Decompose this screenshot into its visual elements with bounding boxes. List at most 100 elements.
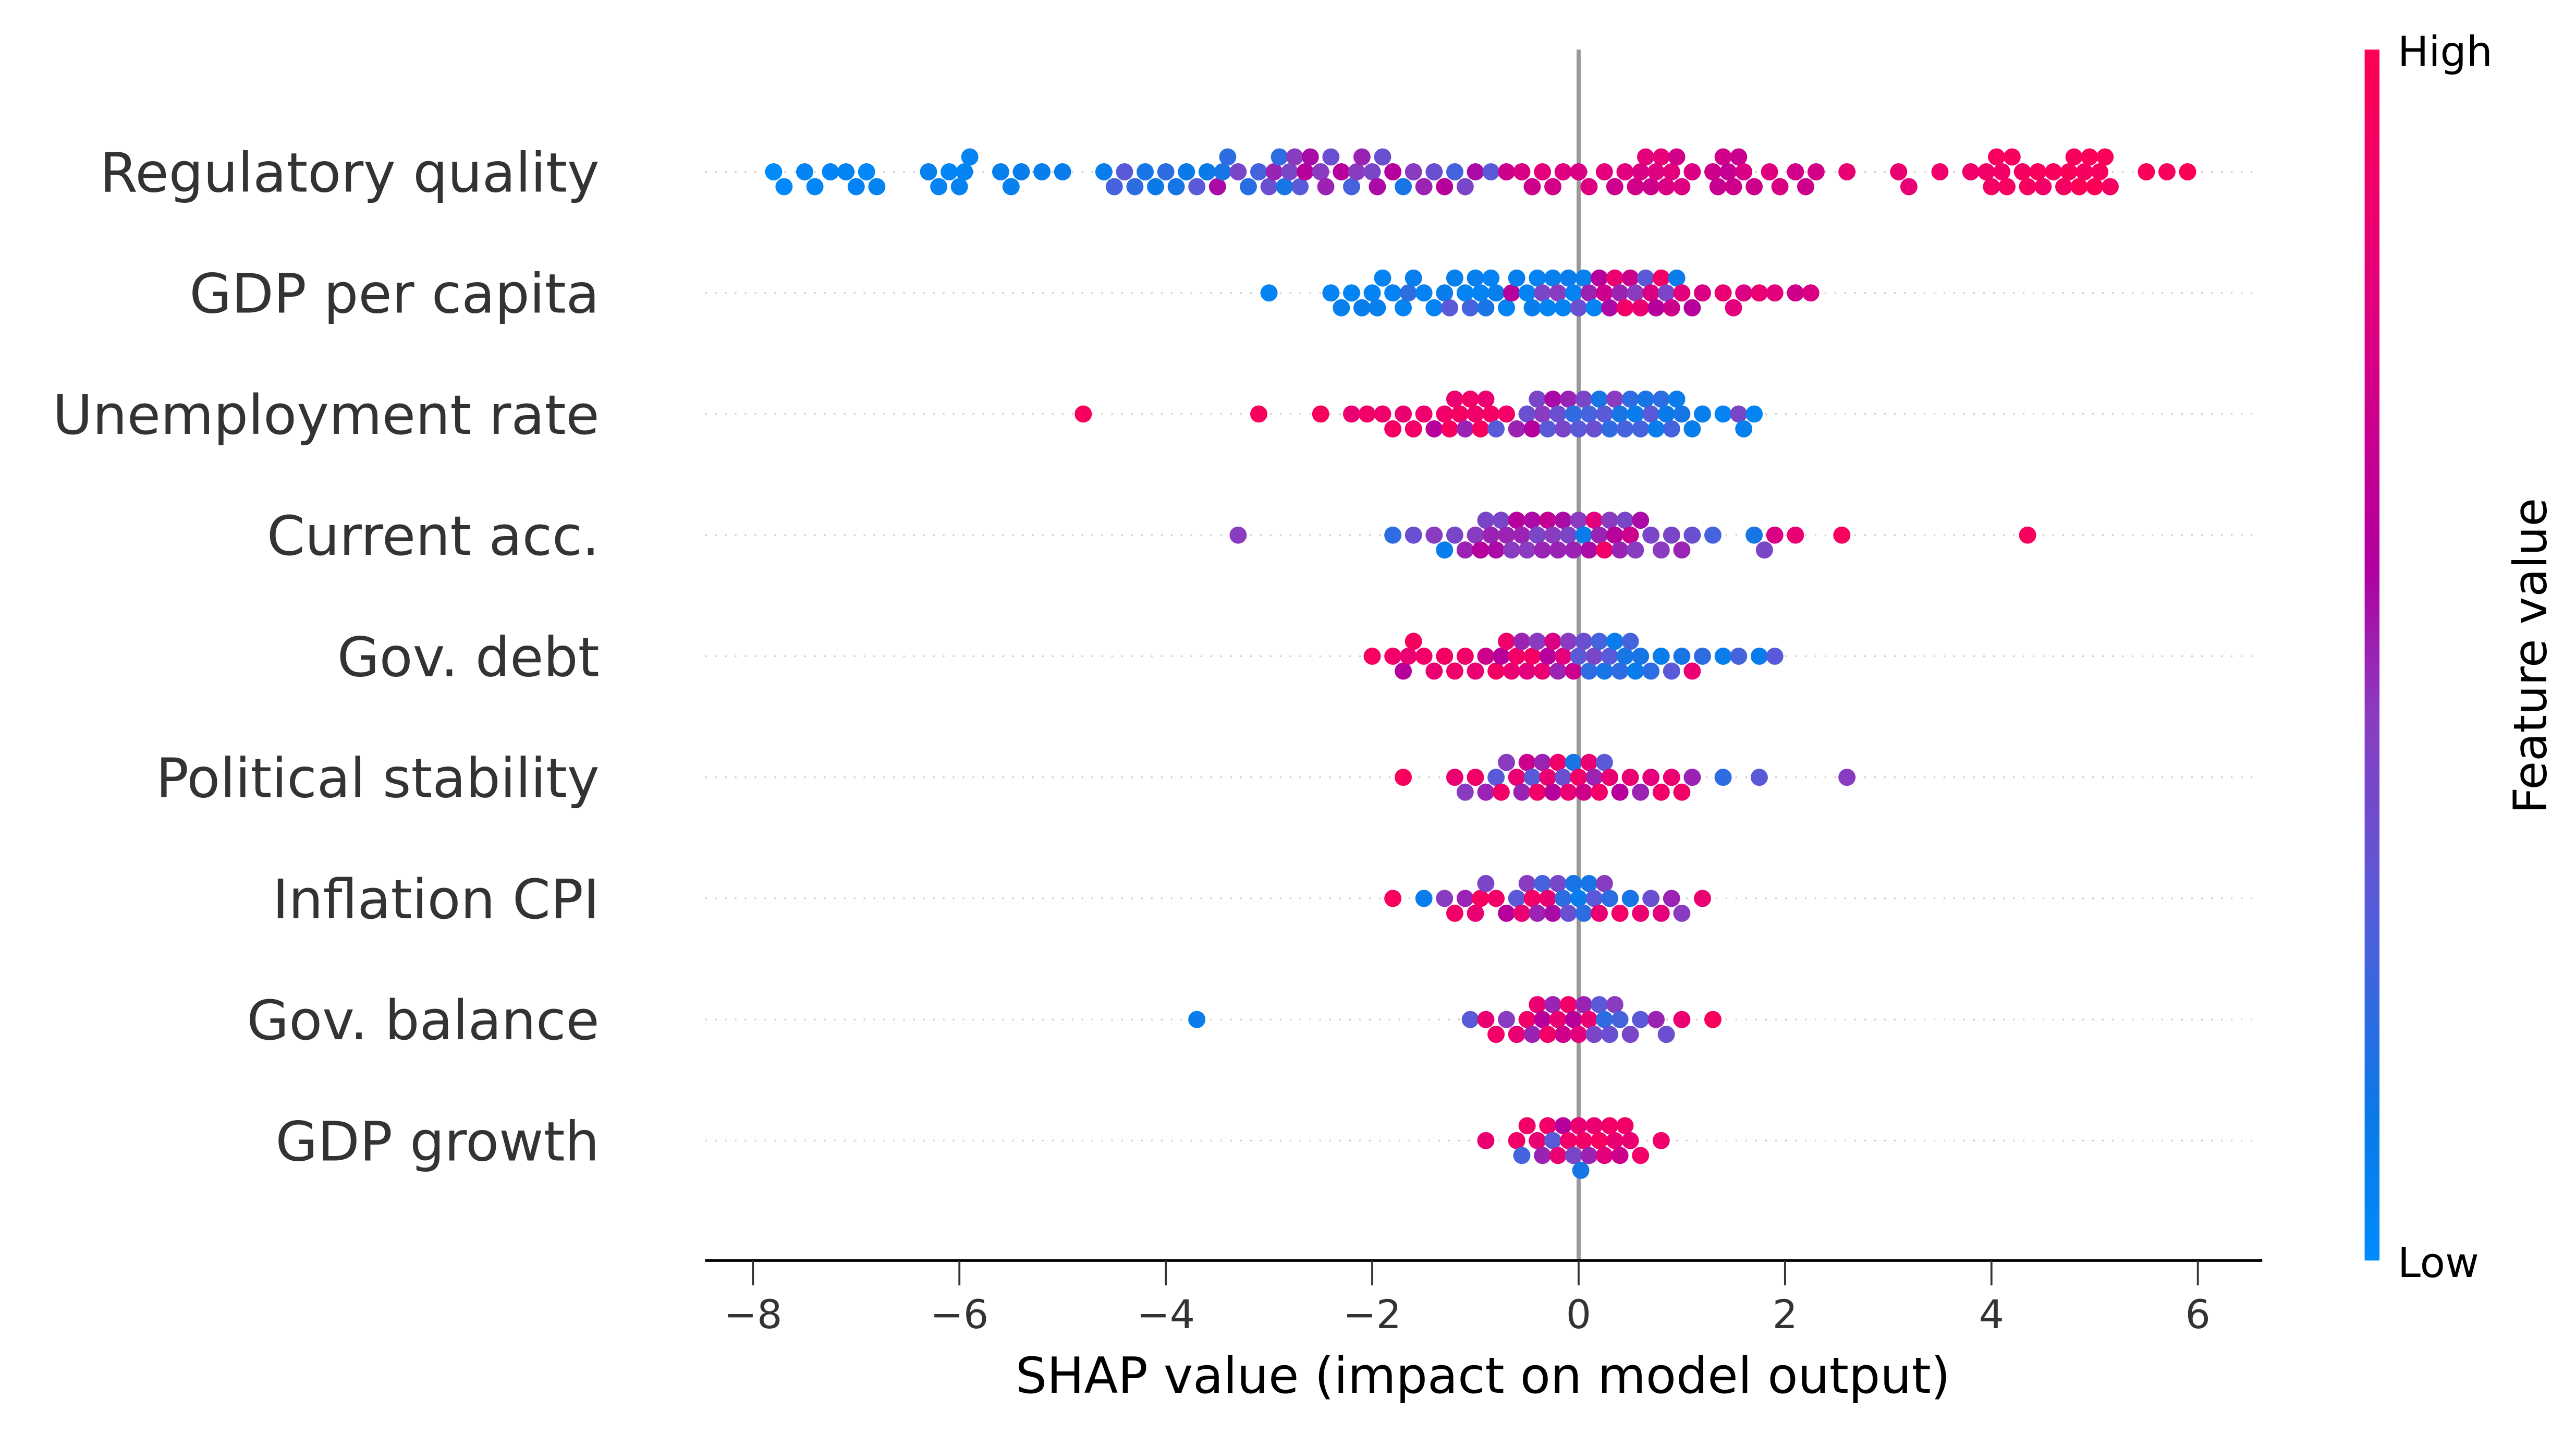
shap-point xyxy=(1405,420,1422,438)
shap-point xyxy=(1802,284,1820,302)
shap-point xyxy=(1477,874,1495,892)
shap-point xyxy=(1214,163,1231,180)
shap-point xyxy=(1993,163,2011,180)
shap-point xyxy=(1611,783,1629,801)
shap-point xyxy=(1616,512,1634,529)
shap-point xyxy=(1472,541,1490,559)
shap-point xyxy=(1322,284,1340,302)
shap-point xyxy=(1637,269,1655,287)
shap-point xyxy=(1591,526,1608,544)
shap-point xyxy=(1683,420,1701,438)
shap-point xyxy=(1534,1011,1552,1028)
shap-point xyxy=(1585,1117,1603,1135)
shap-point xyxy=(2055,178,2072,196)
shap-point xyxy=(1126,178,1144,196)
shap-point xyxy=(1730,647,1748,665)
shap-point xyxy=(1606,526,1623,544)
shap-point xyxy=(1513,163,1531,180)
shap-point xyxy=(1595,163,1613,180)
x-tick-label: 2 xyxy=(1773,1291,1798,1338)
shap-point xyxy=(1518,754,1536,771)
shap-point xyxy=(1673,904,1691,922)
shap-point xyxy=(806,178,824,196)
shap-point xyxy=(1632,299,1650,317)
shap-point xyxy=(1544,526,1562,544)
shap-point xyxy=(1534,405,1552,423)
shap-point xyxy=(1725,299,1742,317)
shap-point xyxy=(1611,662,1629,680)
shap-point xyxy=(1554,769,1572,786)
shap-point xyxy=(1673,405,1691,423)
shap-point xyxy=(1683,163,1701,180)
colorbar-low-label: Low xyxy=(2398,1238,2479,1287)
shap-point xyxy=(1529,633,1546,650)
shap-point xyxy=(1632,420,1650,438)
shap-point xyxy=(1518,405,1536,423)
shap-point xyxy=(1642,178,1660,196)
shap-point xyxy=(1198,163,1216,180)
shap-point xyxy=(1668,390,1686,408)
shap-point xyxy=(1725,178,1742,196)
shap-point xyxy=(1539,1026,1557,1043)
shap-point xyxy=(1766,284,1784,302)
shap-point xyxy=(1719,163,1737,180)
shap-point xyxy=(1657,1026,1675,1043)
shap-point xyxy=(1544,783,1562,801)
shap-point xyxy=(941,163,958,180)
shap-point xyxy=(837,163,855,180)
shap-point xyxy=(1807,163,1825,180)
shap-point xyxy=(1436,178,1454,196)
shap-point xyxy=(1487,662,1505,680)
shap-point xyxy=(1601,647,1618,665)
shap-point xyxy=(1606,996,1623,1014)
shap-point xyxy=(1595,1011,1613,1028)
shap-point xyxy=(1755,541,1773,559)
shap-point xyxy=(1585,299,1603,317)
shap-point xyxy=(2179,163,2196,180)
shap-point xyxy=(1425,526,1443,544)
shap-point xyxy=(1554,890,1572,907)
shap-point xyxy=(1627,541,1644,559)
shap-point xyxy=(1549,284,1567,302)
shap-point xyxy=(1657,178,1675,196)
shap-point xyxy=(1384,890,1402,907)
shap-point xyxy=(1539,647,1557,665)
shap-point xyxy=(1178,163,1195,180)
shap-point xyxy=(1477,299,1495,317)
shap-point xyxy=(961,148,979,166)
shap-point xyxy=(1281,163,1299,180)
shap-point xyxy=(1456,178,1474,196)
shap-point xyxy=(1931,163,1949,180)
shap-point xyxy=(1652,148,1670,166)
shap-point xyxy=(1663,769,1680,786)
shap-point xyxy=(1673,284,1691,302)
feature-label: Current acc. xyxy=(267,504,600,568)
shap-point xyxy=(1575,269,1593,287)
shap-point xyxy=(1208,178,1226,196)
shap-point xyxy=(1565,874,1582,892)
shap-point xyxy=(1095,163,1113,180)
shap-point xyxy=(1472,420,1490,438)
shap-point xyxy=(1503,662,1520,680)
shap-point xyxy=(1513,904,1531,922)
shap-point xyxy=(1621,1132,1639,1149)
shap-point xyxy=(1436,284,1454,302)
shap-point xyxy=(1652,269,1670,287)
shap-point xyxy=(1498,904,1516,922)
shap-point xyxy=(1395,662,1412,680)
shap-point xyxy=(2019,526,2036,544)
shap-point xyxy=(1487,541,1505,559)
shap-point xyxy=(1575,1132,1593,1149)
shap-point xyxy=(1544,269,1562,287)
shap-point xyxy=(1714,148,1732,166)
shap-point xyxy=(1456,284,1474,302)
x-tick-label: 4 xyxy=(1979,1291,2004,1338)
shap-point xyxy=(1472,890,1490,907)
shap-point xyxy=(1554,163,1572,180)
shap-point xyxy=(1405,633,1422,650)
shap-point xyxy=(1570,1117,1588,1135)
shap-point xyxy=(1229,526,1247,544)
shap-point xyxy=(2060,163,2078,180)
shap-point xyxy=(1750,647,1768,665)
shap-point xyxy=(1446,269,1463,287)
